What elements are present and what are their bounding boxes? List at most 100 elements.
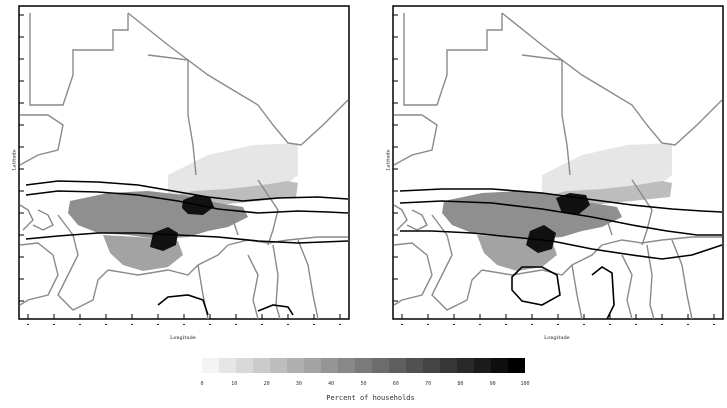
colorbar-tick-label: 50 [360, 381, 367, 387]
country-border [57, 214, 109, 311]
contour-line [157, 294, 209, 316]
colorbar-swatch [338, 358, 355, 373]
colorbar-swatch [355, 358, 372, 373]
colorbar-swatch [219, 358, 236, 373]
country-border [393, 204, 408, 231]
country-border [646, 244, 655, 320]
x-tick-label [400, 323, 404, 325]
x-tick-label [556, 323, 560, 325]
colorbar-tick-label: 30 [295, 381, 302, 387]
colorbar-swatch [474, 358, 491, 373]
country-border [19, 204, 34, 231]
country-border [107, 244, 229, 276]
country-border [222, 209, 239, 236]
country-border [631, 179, 653, 246]
country-border [393, 242, 433, 306]
colorbar-tick-label: 20 [263, 381, 270, 387]
country-border [272, 244, 281, 320]
colorbar-tick-label: 40 [328, 381, 335, 387]
country-border [19, 114, 64, 166]
contour-line [257, 304, 294, 316]
colorbar-swatch [440, 358, 457, 373]
contour-line [511, 266, 561, 306]
country-border [29, 13, 129, 106]
map-frame [392, 5, 724, 320]
x-axis-label: Longitude [544, 335, 570, 341]
x-tick-label [156, 323, 160, 325]
country-border [431, 214, 483, 311]
y-axis-label: Latitude [385, 149, 392, 171]
x-tick-label [452, 323, 456, 325]
country-border [621, 254, 633, 320]
country-border [19, 242, 59, 306]
x-tick-label [312, 323, 316, 325]
country-border [393, 114, 438, 166]
region-north [168, 143, 298, 197]
colorbar-swatch [389, 358, 406, 373]
map-panel-right: Latitude Longitude [386, 5, 727, 341]
x-tick-label [260, 323, 264, 325]
colorbar-swatch [253, 358, 270, 373]
contour-line [399, 200, 722, 236]
map-panel-left: Latitude Longitude [12, 5, 353, 341]
x-tick-label [208, 323, 212, 325]
country-border [406, 209, 428, 231]
contour-line [400, 230, 723, 260]
x-tick-label [104, 323, 108, 325]
x-tick-label [234, 323, 238, 325]
region-north [542, 143, 672, 197]
x-tick-label [286, 323, 290, 325]
x-axis-label: Longitude [170, 335, 196, 341]
country-border [147, 54, 197, 176]
colorbar-swatch [423, 358, 440, 373]
y-axis-label: Latitude [11, 149, 18, 171]
contour-line [25, 190, 349, 214]
colorbar-swatch [372, 358, 389, 373]
country-border [571, 264, 583, 320]
x-tick-label [26, 323, 30, 325]
country-border [521, 54, 571, 176]
colorbar-tick-label: 100 [520, 381, 530, 387]
x-tick-label [338, 323, 342, 325]
country-border [257, 179, 279, 246]
map-left [18, 5, 350, 325]
x-tick-label [712, 323, 716, 325]
contour-line [399, 188, 723, 213]
x-tick-label [504, 323, 508, 325]
country-border [481, 244, 603, 276]
colorbar-tick-label: 0 [200, 381, 204, 387]
colorbar-swatch [202, 358, 219, 373]
colorbar-title: Percent of households [326, 394, 415, 402]
country-border [247, 254, 259, 320]
country-border [501, 12, 723, 146]
x-tick-label [478, 323, 482, 325]
colorbar-swatch [321, 358, 338, 373]
colorbar-tick-label: 70 [425, 381, 432, 387]
x-tick-label [634, 323, 638, 325]
country-border [601, 236, 722, 246]
x-tick-label [608, 323, 612, 325]
colorbar-tick-label: 60 [392, 381, 399, 387]
colorbar-legend: 0 10 20 30 40 50 60 70 80 90 100 Percent of househ… [198, 352, 543, 402]
x-tick-label [78, 323, 82, 325]
map-right [392, 5, 724, 325]
country-border [403, 13, 503, 106]
colorbar-swatches [202, 358, 525, 373]
region-hotspot [150, 227, 178, 251]
x-tick-label [686, 323, 690, 325]
x-tick-label [530, 323, 534, 325]
x-tick-label [582, 323, 586, 325]
contour-line [25, 232, 349, 244]
x-tick-label [130, 323, 134, 325]
x-tick-label [426, 323, 430, 325]
colorbar-tick-label: 10 [231, 381, 238, 387]
colorbar-swatch [491, 358, 508, 373]
country-border [127, 12, 349, 146]
country-border [297, 239, 319, 320]
colorbar-swatch [304, 358, 321, 373]
x-tick-label [182, 323, 186, 325]
map-frame [18, 5, 350, 320]
colorbar-swatch [236, 358, 253, 373]
colorbar-swatch [287, 358, 304, 373]
country-border [671, 239, 693, 320]
